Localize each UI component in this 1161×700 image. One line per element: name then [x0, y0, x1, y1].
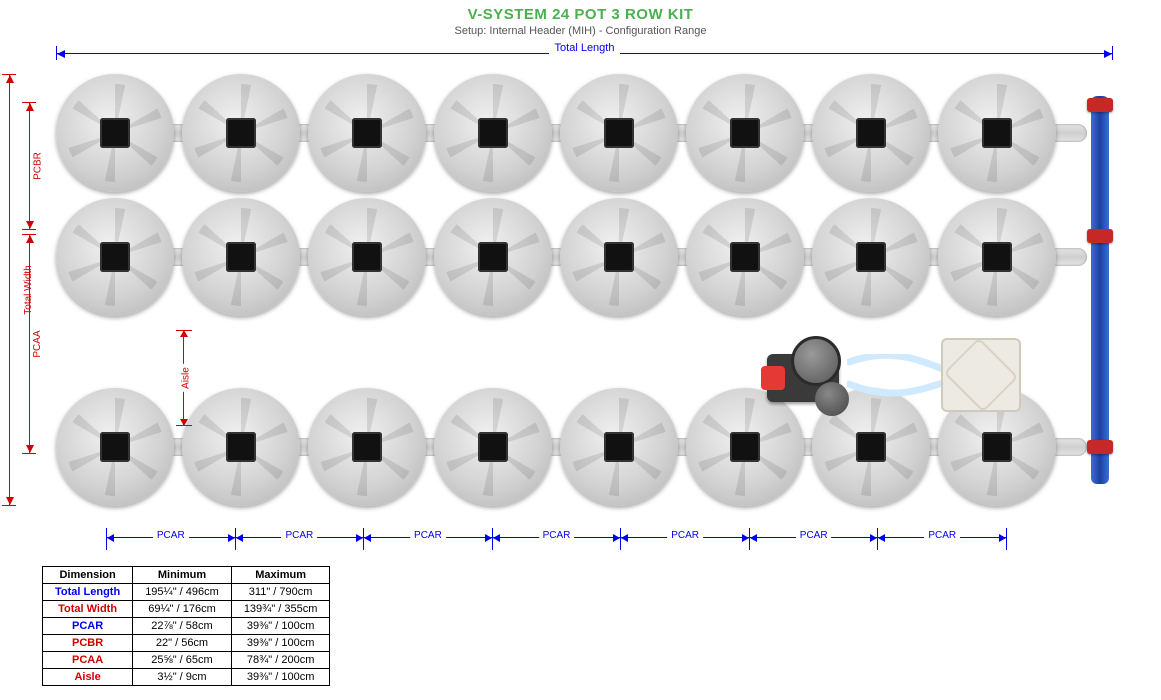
pot-rows: Aisle — [56, 74, 1111, 506]
table-row: Aisle3½" / 9cm39⅜" / 100cm — [43, 669, 330, 686]
table-header-row: Dimension Minimum Maximum — [43, 567, 330, 584]
pcar-label: PCAR — [796, 530, 832, 541]
title-sub: Setup: Internal Header (MIH) - Configura… — [0, 25, 1161, 37]
dim-pcbr-label: PCBR — [32, 148, 43, 184]
cell-max: 39⅜" / 100cm — [231, 635, 330, 652]
cell-max: 139¾" / 355cm — [231, 601, 330, 618]
pot — [938, 198, 1056, 316]
title-block: V-SYSTEM 24 POT 3 ROW KIT Setup: Interna… — [0, 0, 1161, 37]
pot-row-2 — [56, 198, 1111, 316]
dim-left-group: Total Width PCBR PCAA — [2, 74, 38, 506]
pot — [434, 198, 552, 316]
pcar-label: PCAR — [539, 530, 575, 541]
pump-knob-icon — [761, 366, 785, 390]
pcar-label: PCAR — [667, 530, 703, 541]
pot — [308, 198, 426, 316]
pot — [434, 74, 552, 192]
pcar-span: PCAR — [493, 528, 622, 550]
pcar-label: PCAR — [281, 530, 317, 541]
cell-dimension: PCAR — [43, 618, 133, 635]
pcar-span: PCAR — [106, 528, 236, 550]
cell-min: 22" / 56cm — [133, 635, 232, 652]
pot — [560, 388, 678, 506]
pcar-label: PCAR — [924, 530, 960, 541]
layout-diagram: Total Length Total Width PCBR PCAA — [42, 52, 1117, 528]
pot — [182, 74, 300, 192]
pcar-span: PCAR — [236, 528, 365, 550]
cell-max: 39⅜" / 100cm — [231, 669, 330, 686]
pcar-span: PCAR — [878, 528, 1007, 550]
valve-icon — [1087, 98, 1113, 112]
pot — [434, 388, 552, 506]
title-main: V-SYSTEM 24 POT 3 ROW KIT — [0, 6, 1161, 23]
arrow-right-icon — [1104, 50, 1112, 58]
pot — [812, 198, 930, 316]
table-header: Minimum — [133, 567, 232, 584]
pump-foot-icon — [815, 382, 849, 416]
cell-min: 69¼" / 176cm — [133, 601, 232, 618]
table-header: Maximum — [231, 567, 330, 584]
cell-min: 3½" / 9cm — [133, 669, 232, 686]
table-row: Total Width69¼" / 176cm139¾" / 355cm — [43, 601, 330, 618]
pcar-span: PCAR — [621, 528, 750, 550]
cell-min: 195¼" / 496cm — [133, 584, 232, 601]
dim-total-length: Total Length — [56, 46, 1113, 60]
dim-total-width: Total Width — [2, 74, 16, 506]
cell-dimension: Total Width — [43, 601, 133, 618]
cell-min: 22⅞" / 58cm — [133, 618, 232, 635]
cell-max: 311" / 790cm — [231, 584, 330, 601]
dim-aisle: Aisle — [176, 330, 192, 426]
pcar-span: PCAR — [364, 528, 493, 550]
pcar-dimension-row: PCAR PCAR PCAR PCAR PCAR PCAR PCAR — [106, 528, 1007, 550]
pot — [56, 74, 174, 192]
dim-total-length-label: Total Length — [549, 42, 621, 54]
arrow-left-icon — [57, 50, 65, 58]
table-row: PCBR22" / 56cm39⅜" / 100cm — [43, 635, 330, 652]
dimension-table: Dimension Minimum Maximum Total Length19… — [42, 566, 330, 686]
dim-aisle-label: Aisle — [180, 364, 191, 392]
pot — [308, 388, 426, 506]
pot — [686, 198, 804, 316]
cell-min: 25⅝" / 65cm — [133, 652, 232, 669]
cell-dimension: Aisle — [43, 669, 133, 686]
pcar-span: PCAR — [750, 528, 879, 550]
table-header: Dimension — [43, 567, 133, 584]
cell-dimension: PCBR — [43, 635, 133, 652]
cell-dimension: Total Length — [43, 584, 133, 601]
cell-max: 78¾" / 200cm — [231, 652, 330, 669]
pot-row-1 — [56, 74, 1111, 192]
valve-icon — [1087, 229, 1113, 243]
cell-dimension: PCAA — [43, 652, 133, 669]
pot — [308, 74, 426, 192]
dim-pcbr: PCBR — [22, 102, 36, 230]
table-row: PCAA25⅝" / 65cm78¾" / 200cm — [43, 652, 330, 669]
pcar-label: PCAR — [153, 530, 189, 541]
table-row: PCAR22⅞" / 58cm39⅜" / 100cm — [43, 618, 330, 635]
cell-max: 39⅜" / 100cm — [231, 618, 330, 635]
reservoir-icon — [941, 338, 1021, 412]
pot — [182, 198, 300, 316]
aisle-equipment — [761, 330, 1021, 420]
pcar-label: PCAR — [410, 530, 446, 541]
pot — [182, 388, 300, 506]
manifold-header — [1091, 96, 1109, 484]
pump-motor-icon — [791, 336, 841, 386]
pot — [560, 74, 678, 192]
pot — [686, 74, 804, 192]
dim-pcaa-label: PCAA — [32, 326, 43, 361]
pot — [560, 198, 678, 316]
dim-pcaa: PCAA — [22, 234, 36, 454]
pot — [812, 74, 930, 192]
pot — [938, 74, 1056, 192]
hoses-icon — [847, 354, 947, 398]
table-row: Total Length195¼" / 496cm311" / 790cm — [43, 584, 330, 601]
valve-icon — [1087, 440, 1113, 454]
table-body: Total Length195¼" / 496cm311" / 790cmTot… — [43, 584, 330, 686]
pot — [56, 198, 174, 316]
pot — [56, 388, 174, 506]
